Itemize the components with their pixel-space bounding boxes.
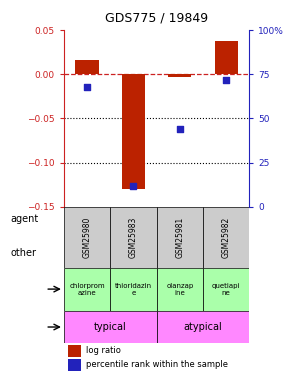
Bar <box>122 74 145 189</box>
Bar <box>110 268 157 310</box>
Text: chlorprom
azine: chlorprom azine <box>69 283 105 296</box>
Bar <box>168 74 191 77</box>
Text: quetiapi
ne: quetiapi ne <box>212 283 240 296</box>
Text: GDS775 / 19849: GDS775 / 19849 <box>105 11 208 24</box>
Bar <box>75 60 99 74</box>
Bar <box>203 207 249 268</box>
Bar <box>157 207 203 268</box>
Bar <box>64 268 110 310</box>
Point <box>131 183 136 189</box>
Text: other: other <box>10 248 36 258</box>
Text: GSM25983: GSM25983 <box>129 217 138 258</box>
Bar <box>68 345 81 357</box>
Text: atypical: atypical <box>184 322 222 332</box>
Text: percentile rank within the sample: percentile rank within the sample <box>86 360 228 369</box>
Text: GSM25980: GSM25980 <box>82 217 92 258</box>
Bar <box>64 207 110 268</box>
Point <box>224 76 229 82</box>
Bar <box>110 207 157 268</box>
Bar <box>157 310 249 344</box>
Bar <box>157 268 203 310</box>
Text: agent: agent <box>10 214 38 224</box>
Bar <box>64 310 157 344</box>
Text: olanzap
ine: olanzap ine <box>166 283 193 296</box>
Text: thioridazin
e: thioridazin e <box>115 283 152 296</box>
Point <box>85 84 89 90</box>
Bar <box>68 359 81 371</box>
Text: GSM25981: GSM25981 <box>175 217 184 258</box>
Text: log ratio: log ratio <box>86 346 121 355</box>
Point <box>177 126 182 132</box>
Text: GSM25982: GSM25982 <box>222 217 231 258</box>
Bar <box>215 40 238 74</box>
Bar <box>203 268 249 310</box>
Text: typical: typical <box>94 322 126 332</box>
